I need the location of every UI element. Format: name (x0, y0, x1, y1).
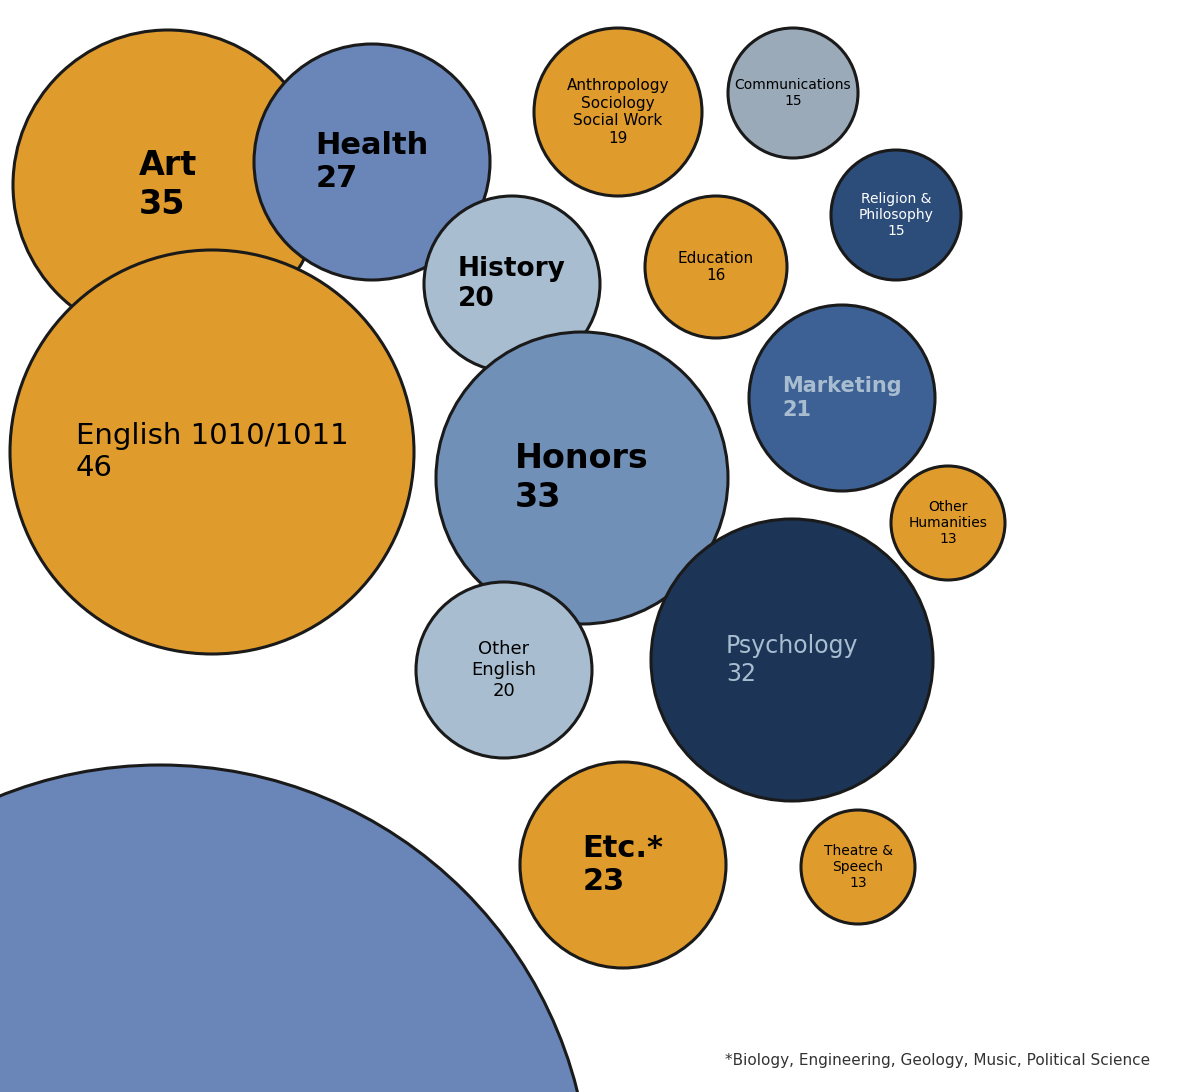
Text: Etc.*
23: Etc.* 23 (583, 833, 663, 897)
Text: Education
16: Education 16 (678, 251, 754, 283)
Circle shape (424, 195, 600, 372)
Text: *Biology, Engineering, Geology, Music, Political Science: *Biology, Engineering, Geology, Music, P… (725, 1053, 1150, 1068)
Circle shape (651, 519, 932, 802)
Text: Communications
15: Communications 15 (735, 78, 851, 108)
Circle shape (801, 810, 915, 924)
Circle shape (417, 582, 593, 758)
Text: History
20: History 20 (458, 256, 566, 312)
Text: English 1010/1011
46: English 1010/1011 46 (75, 422, 348, 483)
Circle shape (534, 28, 701, 195)
Text: Anthropology
Sociology
Social Work
19: Anthropology Sociology Social Work 19 (566, 79, 669, 145)
Text: Health
27: Health 27 (315, 131, 429, 193)
Text: Theatre &
Speech
13: Theatre & Speech 13 (824, 844, 893, 890)
Text: Psychology
32: Psychology 32 (725, 634, 858, 686)
Text: Other
Humanities
13: Other Humanities 13 (909, 500, 988, 546)
Text: Marketing
21: Marketing 21 (782, 377, 901, 419)
Circle shape (13, 29, 323, 340)
Text: Other
English
20: Other English 20 (472, 640, 536, 700)
Circle shape (831, 150, 961, 280)
Text: Religion &
Philosophy
15: Religion & Philosophy 15 (858, 192, 934, 238)
Circle shape (749, 305, 935, 491)
Circle shape (10, 250, 414, 654)
Circle shape (728, 28, 858, 158)
Circle shape (891, 466, 1005, 580)
Circle shape (436, 332, 728, 624)
Circle shape (0, 765, 590, 1092)
Circle shape (519, 762, 727, 968)
Circle shape (254, 44, 490, 280)
Text: Art
35: Art 35 (139, 150, 198, 221)
Circle shape (645, 195, 786, 339)
Text: Honors
33: Honors 33 (515, 442, 649, 513)
